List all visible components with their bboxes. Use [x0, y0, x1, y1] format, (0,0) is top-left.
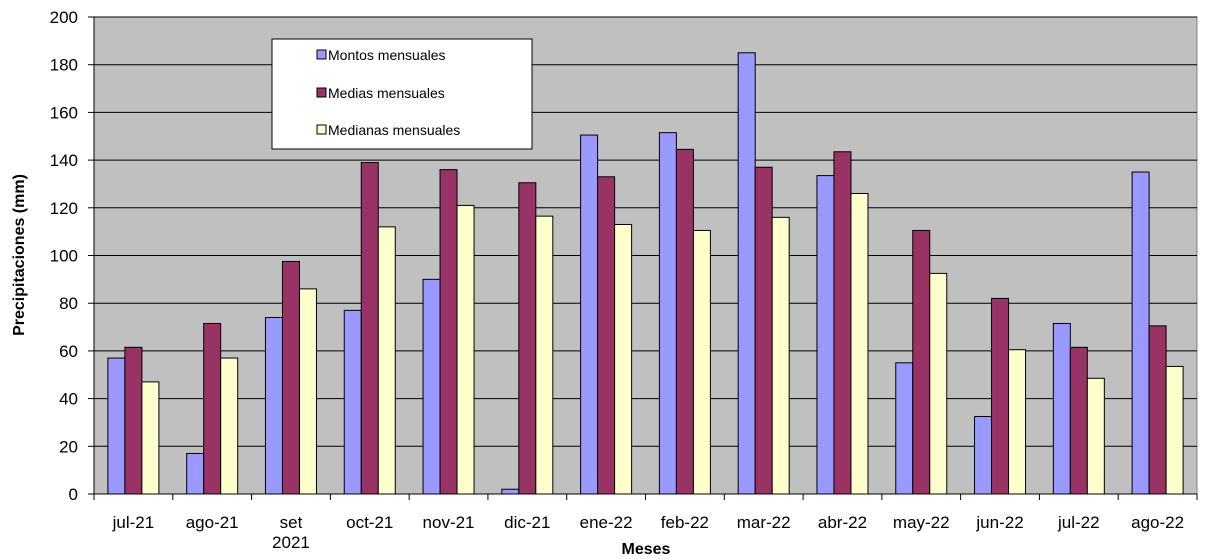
legend-swatch: [316, 49, 327, 60]
x-tick-label: may-22: [893, 513, 950, 532]
bar-3: [771, 216, 790, 495]
y-tick-label: 100: [50, 247, 78, 266]
bar-2: [1148, 325, 1167, 495]
y-tick-label: 0: [69, 485, 78, 504]
bar-1: [186, 452, 205, 495]
x-tick-label: feb-22: [661, 513, 709, 532]
x-tick-label: ago-22: [1131, 513, 1184, 532]
x-tick-label: ene-22: [580, 513, 633, 532]
x-tick-label: 2021: [272, 533, 310, 552]
y-tick-label: 20: [59, 437, 78, 456]
bar-3: [141, 381, 160, 495]
y-tick-label: 140: [50, 151, 78, 170]
bar-2: [991, 297, 1010, 495]
bar-1: [107, 357, 126, 495]
y-tick-label: 80: [59, 294, 78, 313]
bar-2: [360, 161, 379, 495]
bar-3: [850, 192, 869, 495]
y-tick-label: 40: [59, 390, 78, 409]
bars: [107, 52, 1184, 495]
bar-3: [535, 215, 554, 495]
bar-3: [220, 357, 239, 495]
bar-2: [912, 229, 931, 495]
y-axis-title: Precipitaciones (mm): [11, 174, 28, 336]
bar-1: [895, 362, 914, 495]
legend-label: Medianas mensuales: [328, 122, 460, 138]
bar-3: [692, 229, 711, 495]
bar-3: [929, 272, 948, 495]
legend-label: Medias mensuales: [328, 85, 445, 101]
bar-1: [658, 132, 677, 495]
legend-label: Montos mensuales: [328, 47, 446, 63]
legend-box: [271, 38, 533, 150]
bar-3: [298, 288, 317, 495]
x-tick-label: dic-21: [504, 513, 550, 532]
bar-3: [377, 226, 396, 495]
bar-1: [737, 52, 756, 495]
axes: [88, 16, 1198, 500]
bar-3: [456, 204, 475, 495]
x-tick-label: mar-22: [737, 513, 791, 532]
bar-1: [501, 488, 520, 495]
bar-3: [614, 223, 633, 495]
legend-swatch: [316, 87, 327, 98]
bar-2: [1069, 346, 1088, 495]
x-tick-label: abr-22: [818, 513, 867, 532]
legend: Montos mensuales Medias mensuales Medianas…: [271, 38, 533, 150]
legend-swatch: [316, 124, 327, 135]
bar-2: [281, 260, 300, 495]
y-tick-label: 180: [50, 56, 78, 75]
y-tick-label: 60: [59, 342, 78, 361]
bar-1: [343, 309, 362, 495]
bar-2: [597, 176, 616, 495]
y-tick-labels: 0 20 40 60 80 100 120 140 160 180 200: [50, 8, 78, 504]
bar-2: [833, 151, 852, 495]
bar-1: [1131, 171, 1150, 495]
bar-2: [754, 166, 773, 495]
bar-3: [1165, 365, 1184, 495]
x-tick-label: jul-22: [1057, 513, 1100, 532]
bar-2: [203, 322, 222, 495]
bar-1: [422, 278, 441, 495]
x-tick-label: jun-22: [975, 513, 1023, 532]
x-tick-label: ago-21: [186, 513, 239, 532]
bar-2: [124, 346, 143, 495]
bar-1: [1052, 322, 1071, 495]
bar-2: [675, 148, 694, 495]
bar-3: [1008, 349, 1027, 495]
x-tick-label: oct-21: [346, 513, 393, 532]
bar-2: [439, 169, 458, 495]
bar-2: [518, 182, 537, 495]
y-tick-label: 160: [50, 103, 78, 122]
y-tick-label: 200: [50, 8, 78, 27]
x-tick-label: set: [280, 513, 303, 532]
bar-1: [580, 134, 599, 495]
x-axis-title: Meses: [622, 541, 671, 558]
bar-1: [264, 317, 283, 495]
bar-1: [816, 175, 835, 495]
x-tick-label: nov-21: [423, 513, 475, 532]
y-tick-label: 120: [50, 199, 78, 218]
x-tick-label: jul-21: [112, 513, 155, 532]
bar-3: [1086, 377, 1105, 495]
bar-1: [974, 415, 993, 495]
